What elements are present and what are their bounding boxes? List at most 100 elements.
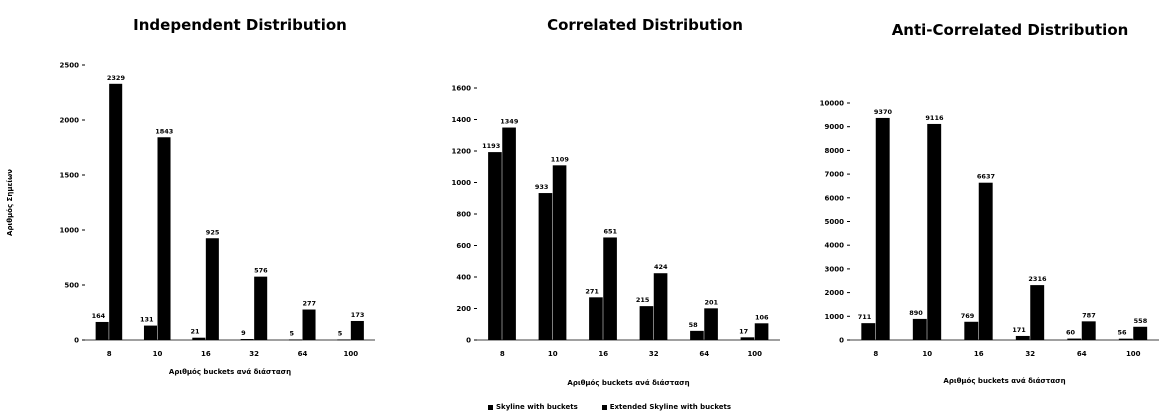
- y-tick-label: 600: [456, 242, 471, 250]
- data-label-skyline: 9: [241, 329, 246, 337]
- x-tick-label: 8: [873, 350, 878, 358]
- data-label-skyline: 711: [858, 313, 872, 321]
- y-tick-label: 0: [839, 337, 844, 345]
- x-tick-label: 32: [249, 350, 259, 358]
- data-label-skyline: 933: [535, 183, 549, 191]
- bar-skyline: [589, 297, 603, 340]
- data-label-extended-skyline: 9116: [925, 114, 944, 122]
- data-label-extended-skyline: 651: [604, 227, 618, 235]
- y-axis-label: Αριθμός Σημείων: [6, 169, 14, 236]
- data-label-extended-skyline: 424: [654, 263, 668, 271]
- bar-skyline: [143, 325, 157, 340]
- bar-extended-skyline: [754, 323, 769, 340]
- x-axis-label: Αριθμός buckets ανά διάσταση: [567, 379, 689, 387]
- data-label-skyline: 21: [191, 328, 201, 336]
- data-label-skyline: 215: [636, 296, 650, 304]
- data-label-extended-skyline: 787: [1082, 311, 1096, 319]
- x-axis-label: Αριθμός buckets ανά διάσταση: [169, 368, 291, 376]
- x-tick-label: 32: [1025, 350, 1035, 358]
- data-label-skyline: 164: [92, 312, 106, 320]
- y-tick-label: 1500: [60, 172, 80, 180]
- data-label-skyline: 769: [961, 312, 975, 320]
- y-tick-label: 2000: [60, 117, 80, 125]
- bar-extended-skyline: [1081, 321, 1096, 340]
- legend-item-extended-skyline: Extended Skyline with buckets: [601, 403, 731, 411]
- y-tick-label: 3000: [825, 265, 845, 273]
- data-label-skyline: 60: [1066, 329, 1076, 337]
- bar-skyline: [1118, 338, 1133, 340]
- x-tick-label: 10: [548, 350, 558, 358]
- bar-extended-skyline: [927, 123, 942, 340]
- data-label-skyline: 1193: [482, 142, 500, 150]
- chart-title: Anti-Correlated Distribution: [892, 21, 1129, 39]
- chart-svg: Anti-Correlated Distribution 0 1000 2000 300…: [820, 21, 1159, 385]
- y-tick-label: 5000: [825, 218, 845, 226]
- bar-skyline: [95, 321, 109, 340]
- bar-extended-skyline: [1133, 326, 1148, 340]
- y-tick-label: 1000: [825, 313, 845, 321]
- x-tick-label: 100: [747, 350, 762, 358]
- legend-swatch-extended-skyline: [601, 404, 607, 410]
- data-label-skyline: 171: [1012, 326, 1026, 334]
- data-label-extended-skyline: 1843: [155, 127, 173, 135]
- y-tick-label: 400: [456, 274, 471, 282]
- data-label-skyline: 56: [1118, 329, 1128, 337]
- y-tick-label: 2500: [60, 62, 80, 70]
- bar-skyline: [740, 337, 755, 340]
- bar-skyline: [538, 193, 553, 340]
- bar-extended-skyline: [653, 273, 668, 340]
- y-tick-label: 7000: [825, 171, 845, 179]
- bar-skyline: [488, 152, 502, 340]
- data-label-extended-skyline: 277: [302, 300, 316, 308]
- x-tick-label: 100: [1126, 350, 1141, 358]
- x-tick-label: 64: [1077, 350, 1087, 358]
- bar-extended-skyline: [350, 320, 364, 340]
- y-tick-label: 1000: [60, 227, 80, 235]
- bar-extended-skyline: [109, 83, 123, 340]
- y-tick-label: 4000: [825, 242, 845, 250]
- bar-skyline: [912, 318, 927, 340]
- data-label-skyline: 131: [140, 316, 154, 324]
- bar-skyline: [288, 339, 302, 341]
- bar-skyline: [1015, 335, 1030, 340]
- chart-svg: Independent Distribution 0 500 1000 1500 2000…: [6, 16, 375, 376]
- bar-extended-skyline: [875, 117, 890, 340]
- bar-skyline: [690, 330, 704, 340]
- y-tick-label: 0: [466, 337, 471, 345]
- bar-skyline: [1067, 338, 1082, 340]
- legend-item-skyline: Skyline with buckets: [488, 403, 578, 411]
- data-label-extended-skyline: 925: [206, 228, 220, 236]
- legend-swatch-skyline: [488, 404, 493, 410]
- bar-extended-skyline: [552, 165, 567, 340]
- anti-correlated-distribution-chart: Anti-Correlated Distribution 0 1000 2000 300…: [785, 0, 1159, 395]
- y-tick-label: 2000: [825, 289, 845, 297]
- chart-legend: Skyline with buckets Extended Skyline wi…: [488, 403, 731, 411]
- data-label-extended-skyline: 2316: [1028, 275, 1047, 283]
- bar-extended-skyline: [302, 309, 316, 340]
- y-tick-label: 9000: [825, 123, 845, 131]
- bar-extended-skyline: [978, 182, 993, 340]
- bar-skyline: [964, 321, 979, 340]
- bar-extended-skyline: [502, 127, 516, 340]
- data-label-extended-skyline: 6637: [977, 173, 995, 181]
- data-label-extended-skyline: 9370: [874, 108, 893, 116]
- independent-distribution-chart: Independent Distribution 0 500 1000 1500 2000…: [0, 0, 390, 395]
- bar-extended-skyline: [1030, 285, 1045, 340]
- y-tick-label: 10000: [820, 100, 844, 108]
- data-label-extended-skyline: 1349: [500, 118, 519, 126]
- bar-extended-skyline: [254, 276, 268, 340]
- data-label-extended-skyline: 201: [705, 298, 719, 306]
- bar-extended-skyline: [603, 237, 617, 340]
- x-tick-label: 16: [201, 350, 211, 358]
- bar-skyline: [240, 339, 254, 340]
- x-tick-label: 64: [699, 350, 709, 358]
- y-tick-label: 1600: [452, 85, 472, 93]
- chart-title: Independent Distribution: [133, 16, 347, 34]
- x-tick-label: 64: [298, 350, 308, 358]
- bar-skyline: [639, 306, 654, 340]
- x-tick-label: 32: [649, 350, 659, 358]
- data-label-skyline: 5: [289, 329, 294, 337]
- x-tick-label: 8: [107, 350, 112, 358]
- y-tick-label: 0: [74, 337, 79, 345]
- data-label-extended-skyline: 558: [1134, 317, 1148, 325]
